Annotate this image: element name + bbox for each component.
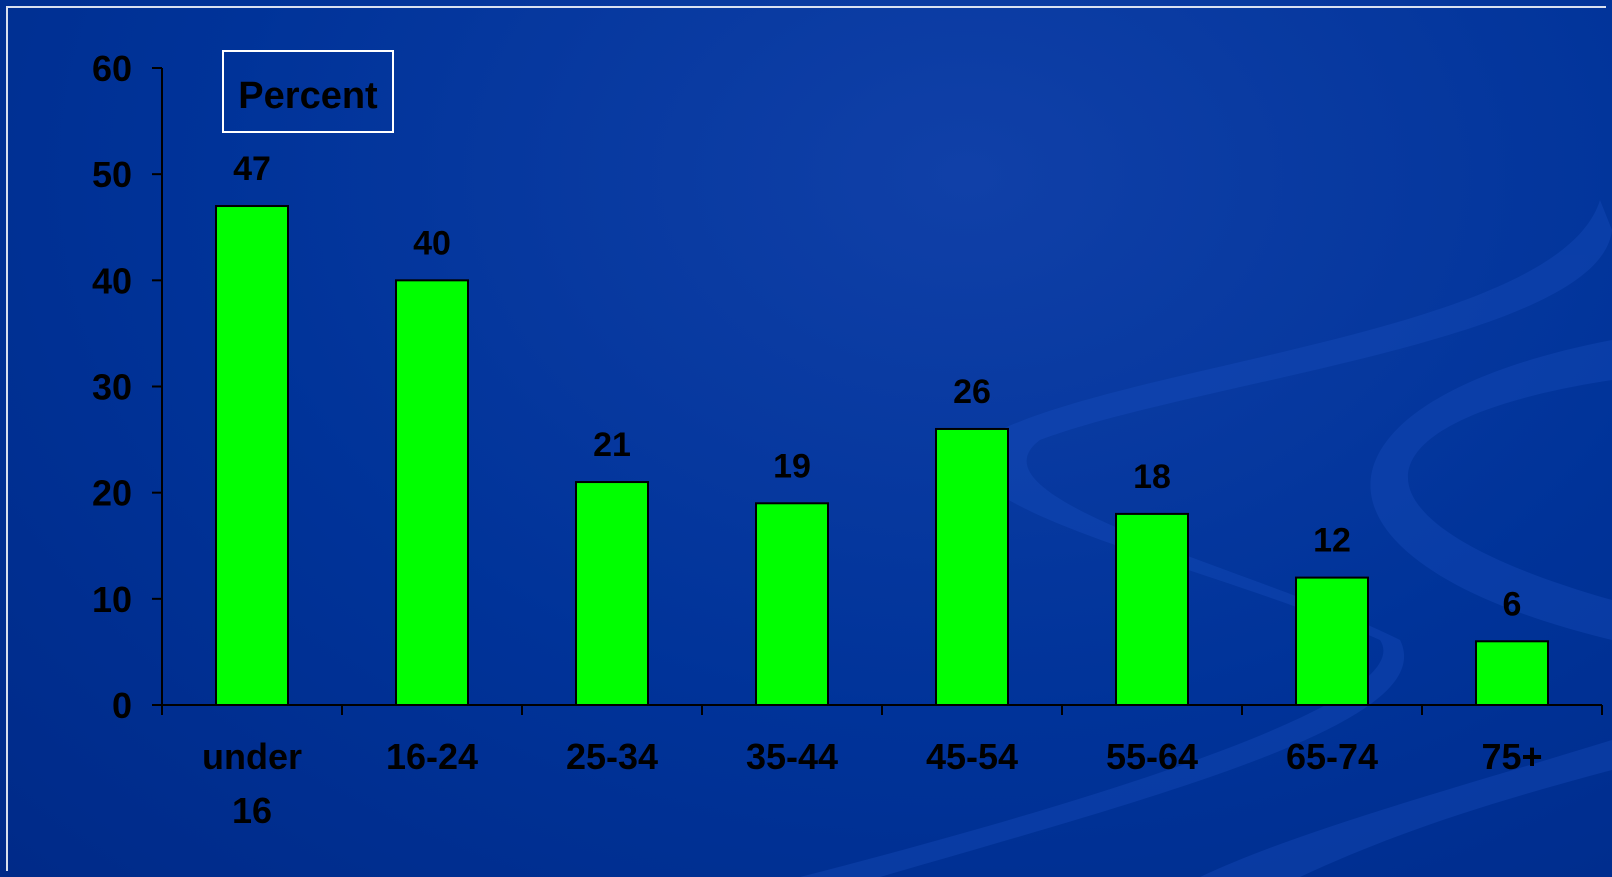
y-tick-label: 50 xyxy=(92,154,132,195)
background-swoosh-decoration xyxy=(800,200,1612,877)
y-tick-label: 60 xyxy=(92,48,132,89)
x-category-label: 55-64 xyxy=(1106,736,1198,777)
x-category-label: 75+ xyxy=(1481,736,1542,777)
y-tick-label: 10 xyxy=(92,579,132,620)
data-label: 19 xyxy=(773,447,811,485)
x-category-label: under 16 xyxy=(202,736,302,831)
data-label: 18 xyxy=(1133,458,1171,496)
bar xyxy=(1475,640,1549,706)
bar xyxy=(395,279,469,706)
x-category-label: 65-74 xyxy=(1286,736,1378,777)
x-category-label: 35-44 xyxy=(746,736,838,777)
bar xyxy=(1115,512,1189,707)
bar xyxy=(755,502,829,706)
bar xyxy=(935,427,1009,706)
x-category-label: 45-54 xyxy=(926,736,1018,777)
y-tick-label: 40 xyxy=(92,260,132,301)
data-label: 47 xyxy=(233,150,271,188)
data-label: 26 xyxy=(953,373,991,411)
legend-label: Percent xyxy=(238,75,378,117)
legend-box xyxy=(222,50,394,133)
bar xyxy=(215,205,289,706)
y-tick-label: 20 xyxy=(92,473,132,514)
data-label: 6 xyxy=(1503,585,1522,623)
x-category-label: 16-24 xyxy=(386,736,478,777)
data-label: 12 xyxy=(1313,522,1351,560)
data-label: 40 xyxy=(413,224,451,262)
y-tick-label: 0 xyxy=(112,685,132,726)
y-tick-label: 30 xyxy=(92,367,132,408)
x-category-label: 25-34 xyxy=(566,736,658,777)
bar xyxy=(1295,576,1369,706)
legend: Percent xyxy=(222,50,394,133)
bar xyxy=(575,481,649,706)
data-label: 21 xyxy=(593,426,631,464)
